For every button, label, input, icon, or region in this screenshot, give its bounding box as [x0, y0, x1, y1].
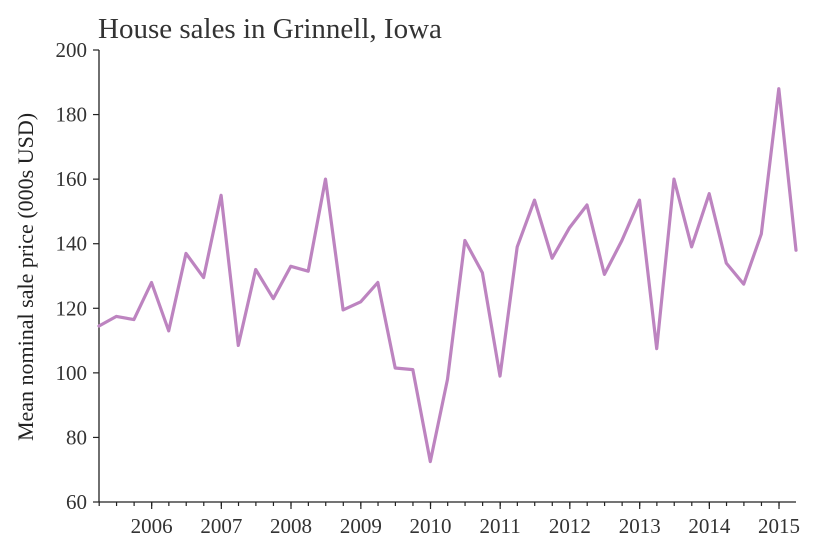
y-tick-label: 120	[56, 296, 88, 320]
y-tick-label: 180	[56, 103, 88, 127]
axes: 60 80 100 120 140 160 180 200 2006 2007 2008 2009 20…	[56, 38, 801, 538]
y-tick-label: 60	[66, 490, 87, 514]
y-tick-label: 100	[56, 361, 88, 385]
x-tick-label: 2007	[200, 514, 242, 538]
x-tick-label: 2010	[410, 514, 452, 538]
y-tick-label: 80	[66, 425, 87, 449]
x-tick-label: 2015	[758, 514, 800, 538]
y-tick-label: 140	[56, 232, 88, 256]
plot-area	[97, 87, 798, 464]
x-tick-label: 2011	[480, 514, 521, 538]
chart-title: House sales in Grinnell, Iowa	[98, 13, 442, 45]
y-tick-label: 200	[56, 38, 88, 62]
x-tick-label: 2012	[549, 514, 591, 538]
y-tick-label: 160	[56, 167, 88, 191]
x-tick-label: 2013	[619, 514, 661, 538]
series-line-0	[97, 87, 798, 464]
x-tick-label: 2014	[688, 514, 731, 538]
y-axis-label: Mean nominal sale price (000s USD)	[13, 113, 38, 441]
x-tick-label: 2009	[340, 514, 382, 538]
x-tick-label: 2008	[270, 514, 312, 538]
x-tick-label: 2006	[131, 514, 173, 538]
